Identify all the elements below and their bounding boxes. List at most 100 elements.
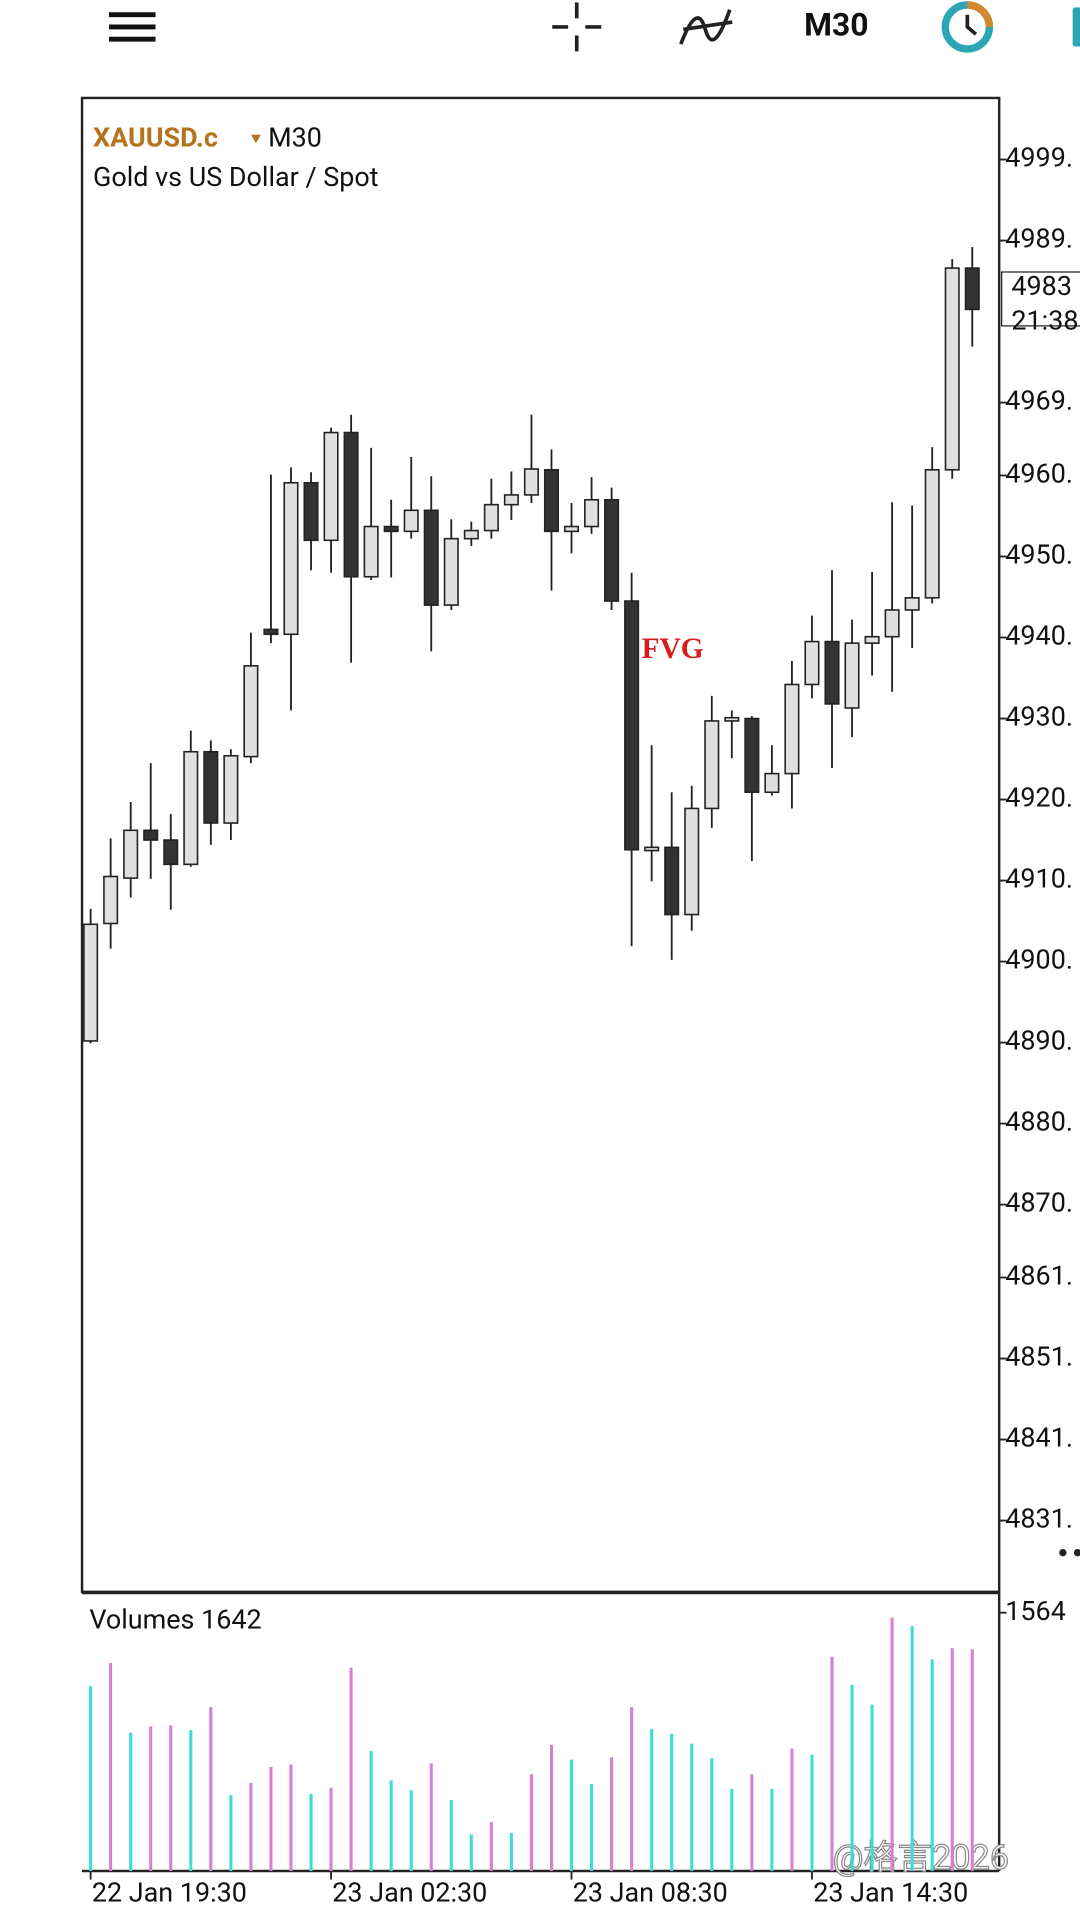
candle-body [964, 267, 980, 311]
volume-bar [890, 1617, 894, 1872]
volume-bar [650, 1728, 654, 1872]
candle-body [884, 609, 900, 638]
volume-bar [770, 1788, 774, 1872]
volume-bar [209, 1707, 213, 1872]
indicators-button[interactable] [679, 9, 733, 45]
volume-bar [109, 1662, 113, 1872]
candle-body [443, 537, 459, 606]
x-tick-label: 23 Jan 08:30 [573, 1876, 728, 1908]
crosshair-button[interactable] [552, 2, 602, 52]
candle-body [944, 267, 960, 471]
candle-body [563, 525, 580, 533]
volume-bar [449, 1799, 453, 1872]
candle-body [624, 600, 640, 851]
volume-bar [289, 1764, 293, 1872]
dot [1073, 1548, 1080, 1557]
volume-bar [710, 1758, 714, 1872]
candle-body [163, 839, 179, 866]
x-tick-label: 22 Jan 19:30 [92, 1876, 247, 1908]
symbol-dropdown[interactable] [251, 134, 261, 144]
y-tick-label: 4940. [1005, 620, 1073, 652]
volume-bar [529, 1774, 533, 1872]
candle-body [924, 469, 940, 599]
volume-bar [149, 1726, 153, 1872]
volume-bar [269, 1766, 273, 1872]
volume-bar [590, 1784, 594, 1872]
y-tick-label: 4920. [1005, 782, 1073, 814]
candle-body [83, 923, 99, 1042]
volume-bar [910, 1626, 914, 1872]
volume-bar [610, 1757, 614, 1872]
volume-bar [309, 1793, 313, 1872]
volume-bar [429, 1763, 433, 1872]
candle-body [143, 829, 159, 841]
side-button[interactable] [1072, 7, 1080, 47]
volume-bar [389, 1780, 393, 1872]
candle-body [123, 829, 139, 879]
volume-bar [409, 1790, 413, 1872]
candle-body [784, 683, 800, 775]
candle-body [183, 750, 199, 866]
candle-body [904, 597, 920, 611]
y-tick-label: 4950. [1005, 539, 1073, 571]
y-tick-label: 4910. [1005, 863, 1073, 895]
volume-bar [229, 1795, 233, 1872]
candle-body [503, 494, 519, 506]
candle-body [463, 529, 479, 540]
volume-bar [369, 1751, 373, 1872]
y-tick-label: 4831. [1005, 1503, 1073, 1535]
candle-body [343, 431, 359, 578]
volume-bar [730, 1788, 734, 1872]
candle-body [704, 720, 720, 810]
y-tick-label: 4870. [1005, 1187, 1073, 1219]
timeframe-button[interactable]: M30 [804, 5, 868, 43]
dot [1059, 1548, 1067, 1557]
y-tick-label: 4900. [1005, 944, 1073, 976]
y-tick-label: 4999. [1005, 142, 1073, 174]
volume-bar [569, 1759, 574, 1872]
last-price: 4983 [1011, 270, 1072, 302]
candle-body [283, 481, 299, 636]
y-tick-label: 4880. [1005, 1106, 1073, 1138]
volume-bar [169, 1725, 173, 1872]
y-tick-label: 4989. [1005, 223, 1073, 255]
candle-body [243, 665, 259, 758]
clock-button[interactable] [941, 1, 994, 53]
y-tick-label: 4841. [1005, 1422, 1073, 1454]
candle-body [744, 717, 760, 794]
y-tick-label: 4969. [1005, 385, 1073, 417]
volume-bar [810, 1754, 814, 1872]
volume-bar [89, 1686, 93, 1872]
candle-body [303, 481, 319, 542]
candle-body [664, 846, 680, 916]
y-tick-label: 4890. [1005, 1025, 1073, 1057]
volume-bar [509, 1833, 513, 1872]
candle-body [263, 628, 279, 636]
volume-bar [329, 1787, 333, 1872]
symbol[interactable]: XAUUSD.c [93, 122, 218, 154]
y-tick-label: 1564 [1005, 1595, 1066, 1627]
annotation: FVG [642, 633, 704, 665]
volume-bar [970, 1649, 974, 1872]
x-tick-label: 23 Jan 02:30 [332, 1876, 487, 1908]
candle-body [684, 807, 700, 916]
volume-bar [750, 1774, 754, 1872]
volume-bar [489, 1821, 493, 1872]
watermark: @格言2026 [833, 1838, 1009, 1878]
candle-body [483, 503, 499, 532]
volume-bar [690, 1743, 694, 1872]
menu-button[interactable] [108, 12, 156, 42]
candle-body [203, 750, 219, 824]
candle-body [804, 640, 820, 686]
volume-bar [950, 1648, 954, 1872]
subtitle: Gold vs US Dollar / Spot [93, 161, 378, 193]
candle-body [844, 642, 860, 709]
volume-bar [930, 1659, 934, 1872]
volume-bar [349, 1667, 353, 1872]
volume-bar [850, 1684, 854, 1872]
price-pane [80, 96, 1001, 1594]
candle-body [383, 525, 399, 533]
candle-body [523, 468, 539, 496]
